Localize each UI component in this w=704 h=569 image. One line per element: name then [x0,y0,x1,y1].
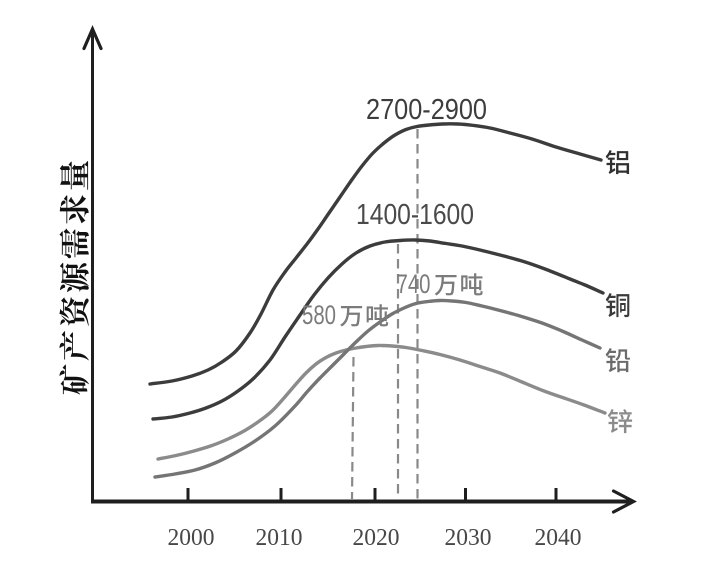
svg-text:2000: 2000 [168,525,215,551]
svg-text:2700-2900: 2700-2900 [366,94,487,126]
svg-text:1400-1600: 1400-1600 [356,199,474,231]
svg-text:2010: 2010 [256,525,303,551]
svg-text:740: 740 [397,269,431,299]
svg-text:580: 580 [302,300,336,330]
svg-text:2030: 2030 [445,525,492,551]
svg-text:2020: 2020 [353,525,400,551]
svg-text:2040: 2040 [535,525,582,551]
